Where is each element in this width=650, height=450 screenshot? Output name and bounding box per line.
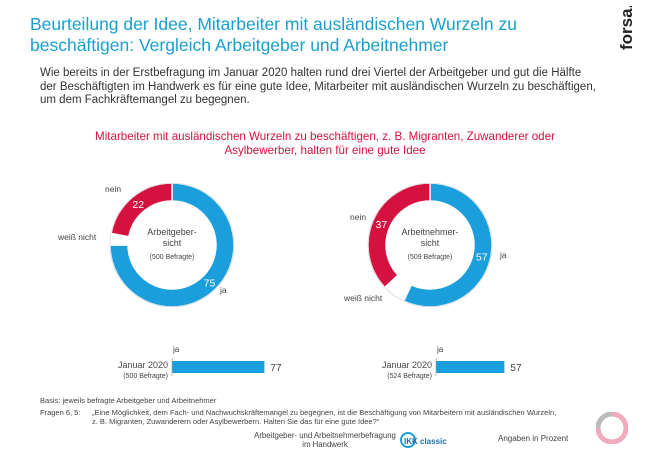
donut-value-label: 37 bbox=[376, 219, 388, 231]
donut-value-label: 75 bbox=[204, 277, 216, 289]
donut-category-label: weiß nicht bbox=[343, 293, 383, 303]
bar-value-label: 57 bbox=[510, 363, 522, 374]
bar-category-label: Januar 2020 bbox=[382, 360, 432, 370]
forsa-logo-text: forsa. bbox=[617, 6, 636, 50]
intro-text: Wie bereits in der Erstbefragung im Janu… bbox=[40, 67, 596, 106]
page-title: Beurteilung der Idee, Mitarbeiter mit au… bbox=[30, 14, 518, 55]
donut-category-label: ja bbox=[219, 285, 227, 295]
forsa-logo: forsa. bbox=[617, 6, 636, 50]
ikk-logo-text: IKK classic bbox=[404, 437, 447, 446]
donut-category-label: nein bbox=[350, 212, 366, 222]
donut-category-label: nein bbox=[105, 184, 121, 194]
unit-note: Angaben in Prozent bbox=[498, 434, 569, 443]
donut-outline bbox=[367, 182, 493, 308]
corner-decoration-icon bbox=[596, 412, 628, 444]
bar-series-label: ja bbox=[172, 345, 180, 354]
donut-center-sub: (500 Befragte) bbox=[150, 254, 195, 261]
donut-category-label: weiß nicht bbox=[57, 232, 97, 242]
bar-category-label: Januar 2020 bbox=[118, 360, 168, 370]
bar-category-sub: (500 Befragte) bbox=[123, 373, 168, 380]
survey-name-line1: Arbeitgeber- und Arbeitnehmerbefragung bbox=[254, 431, 396, 440]
donut-category-label: ja bbox=[499, 250, 507, 260]
chart-subtitle: Mitarbeiter mit ausländischen Wurzeln zu… bbox=[95, 130, 555, 157]
donut-value-label: 22 bbox=[132, 199, 144, 211]
bar-employer-january: ja Januar 2020 (500 Befragte) 77 bbox=[118, 345, 282, 380]
donut-center-label: sicht bbox=[421, 238, 440, 248]
bar-rect bbox=[436, 361, 505, 373]
question-label: Fragen 6, 5: bbox=[40, 408, 81, 417]
bar-value-label: 77 bbox=[270, 363, 282, 374]
survey-name-line2: im Handwerk bbox=[302, 440, 348, 449]
donut-center-label: sicht bbox=[163, 238, 182, 248]
donut-employee: 57 ja weiß nicht 37 nein Arbeitnehmer-sicht (5… bbox=[343, 182, 507, 308]
donut-center-label: Arbeitnehmer- bbox=[401, 227, 458, 237]
bar-rect bbox=[172, 361, 265, 373]
bar-series-label: ja bbox=[436, 345, 444, 354]
donut-center-label: Arbeitgeber- bbox=[147, 227, 197, 237]
ikk-logo-circle bbox=[400, 432, 416, 448]
ikk-logo: IKK classic bbox=[400, 432, 447, 448]
question-text: „Eine Möglichkeit, dem Fach- und Nachwuc… bbox=[92, 408, 557, 426]
survey-name: Arbeitgeber- und Arbeitnehmerbefragung i… bbox=[230, 431, 420, 449]
donut-outline bbox=[109, 182, 235, 308]
donut-value-label: 57 bbox=[476, 252, 488, 264]
bar-employee-january: ja Januar 2020 (524 Befragte) 57 bbox=[382, 345, 522, 380]
donut-center-sub: (509 Befragte) bbox=[408, 254, 453, 261]
bar-category-sub: (524 Befragte) bbox=[387, 373, 432, 380]
basis-note: Basis: jeweils befragte Arbeitgeber und … bbox=[40, 396, 217, 405]
